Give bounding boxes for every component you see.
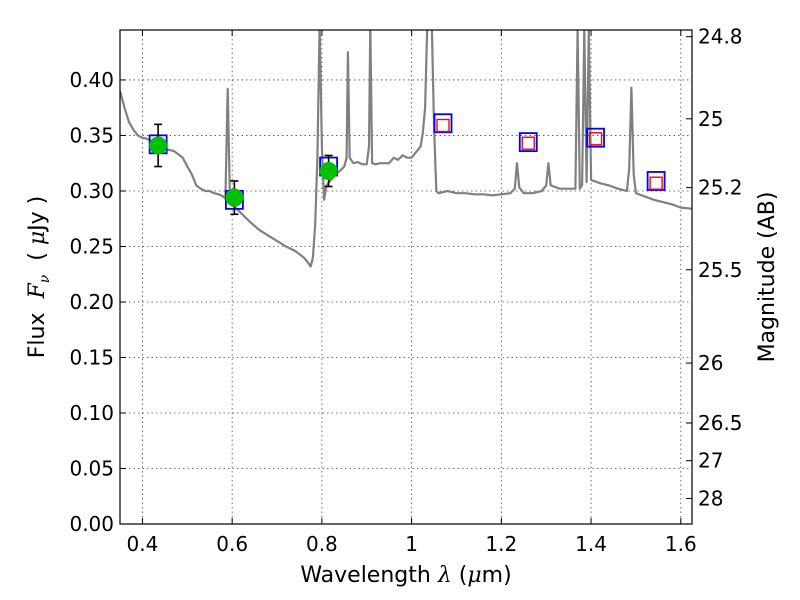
y2-tick-label: 28 [698, 486, 723, 510]
ticks: 0.4 0.6 0.8 1 1.2 1.4 1.6 0.00 0.05 0.10 0.15 0.20 0… [69, 25, 742, 556]
y2-tick-label: 27 [698, 449, 723, 473]
model-band-marker [646, 171, 666, 191]
y2-axis-label: Magnitude (AB) [755, 192, 780, 363]
observed-point [225, 188, 244, 207]
y-tick-label: 0.35 [69, 123, 114, 147]
plot-area [120, 30, 692, 268]
x-tick-label: 0.8 [306, 532, 338, 556]
grid [120, 30, 692, 525]
y-tick-label: 0.10 [69, 401, 114, 425]
y2-tick-label: 26 [698, 351, 723, 375]
y2-tick-label: 26.5 [698, 411, 743, 435]
y2-tick-label: 24.8 [698, 25, 743, 49]
y2-tick-label: 25 [698, 107, 723, 131]
upper-limit-marker [521, 136, 535, 150]
y-tick-label: 0.30 [69, 179, 114, 203]
x-tick-label: 1.4 [575, 532, 607, 556]
x-tick-label: 1.6 [665, 532, 697, 556]
x-tick-label: 1 [405, 532, 418, 556]
y-tick-label: 0.05 [69, 456, 114, 480]
observed-point [149, 136, 168, 155]
x-tick-label: 0.6 [216, 532, 248, 556]
model-spectrum-line [120, 30, 692, 268]
plot-frame [119, 29, 693, 525]
model-band-marker [433, 113, 453, 134]
upper-limit-marker [588, 132, 603, 146]
x-tick-label: 1.2 [485, 532, 517, 556]
model-band-marker [586, 127, 605, 148]
y-tick-label: 0.00 [69, 512, 114, 536]
y2-tick-label: 25.5 [698, 258, 743, 282]
y-tick-label: 0.25 [69, 234, 114, 258]
model-band-marker [518, 132, 538, 153]
y2-tick-label: 25.2 [698, 176, 743, 200]
observed-point [319, 161, 338, 180]
upper-limit-marker [436, 118, 450, 133]
y-tick-label: 0.15 [69, 345, 114, 369]
y-tick-label: 0.20 [69, 290, 114, 314]
x-axis-label: Wavelength λ (μm) [300, 563, 511, 588]
y-axis-label: Flux Fν ( μJy ) [25, 196, 53, 358]
upper-limit-marker [649, 176, 663, 190]
x-tick-label: 0.4 [127, 532, 159, 556]
y-tick-label: 0.40 [69, 68, 114, 92]
